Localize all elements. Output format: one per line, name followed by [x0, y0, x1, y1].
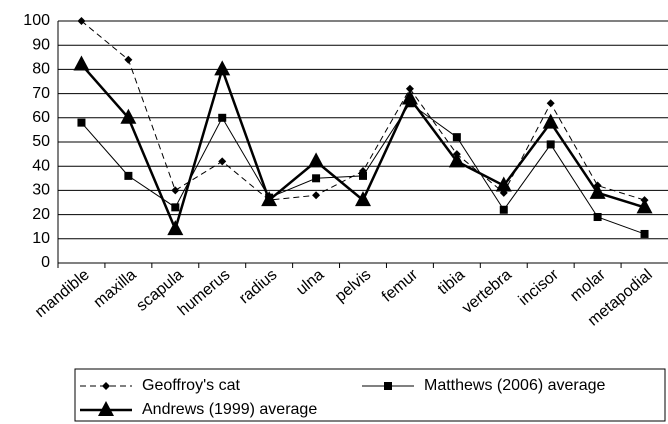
marker [218, 157, 227, 166]
marker [218, 113, 227, 122]
x-tick-label: vertebra [459, 266, 515, 317]
marker [401, 89, 418, 105]
y-tick-label: 30 [32, 182, 50, 199]
y-tick-label: 0 [41, 254, 50, 271]
marker [171, 186, 180, 195]
legend-box [74, 368, 666, 422]
y-tick-label: 20 [32, 206, 50, 223]
marker [312, 191, 321, 200]
x-tick-label: ulna [293, 266, 327, 299]
y-tick-label: 100 [23, 12, 50, 29]
y-tick-label: 50 [32, 133, 50, 150]
y-tick-label: 10 [32, 230, 50, 247]
marker [542, 113, 559, 129]
marker [448, 152, 465, 168]
x-tick-label: maxilla [91, 266, 140, 311]
legend-label: Andrews (1999) average [142, 401, 317, 418]
x-tick-label: pelvis [332, 266, 374, 305]
marker [636, 198, 653, 214]
marker [359, 171, 367, 180]
marker [355, 191, 371, 207]
legend-label: Geoffroy's cat [142, 377, 240, 394]
marker [589, 183, 606, 199]
x-tick-label: tibia [435, 266, 468, 298]
marker [124, 55, 133, 64]
marker [546, 99, 555, 108]
marker [77, 118, 86, 127]
marker [261, 191, 278, 207]
marker [495, 176, 512, 192]
legend-marker [384, 382, 392, 390]
marker [405, 84, 414, 93]
y-tick-label: 70 [32, 85, 50, 102]
marker [640, 229, 649, 238]
legend-marker [98, 401, 114, 416]
marker [120, 108, 137, 124]
marker [593, 213, 602, 222]
marker [499, 205, 508, 214]
x-tick-label: incisor [516, 266, 563, 309]
y-tick-label: 40 [32, 157, 50, 174]
marker [77, 17, 86, 25]
marker [214, 60, 231, 76]
legend-label: Matthews (2006) average [424, 377, 606, 394]
x-tick-label: humerus [175, 266, 234, 319]
legend-marker [102, 382, 110, 390]
y-tick-label: 60 [32, 109, 50, 126]
marker [167, 220, 184, 236]
marker [312, 174, 321, 183]
marker [308, 152, 325, 168]
y-tick-label: 80 [32, 61, 50, 78]
x-tick-label: femur [379, 266, 422, 306]
y-tick-label: 90 [32, 36, 50, 53]
marker [73, 55, 90, 71]
x-tick-label: mandible [32, 266, 93, 321]
marker [124, 171, 133, 180]
marker [452, 133, 461, 142]
x-tick-label: molar [567, 266, 609, 305]
x-tick-label: radius [236, 266, 280, 307]
marker [171, 203, 180, 212]
marker [546, 140, 555, 149]
